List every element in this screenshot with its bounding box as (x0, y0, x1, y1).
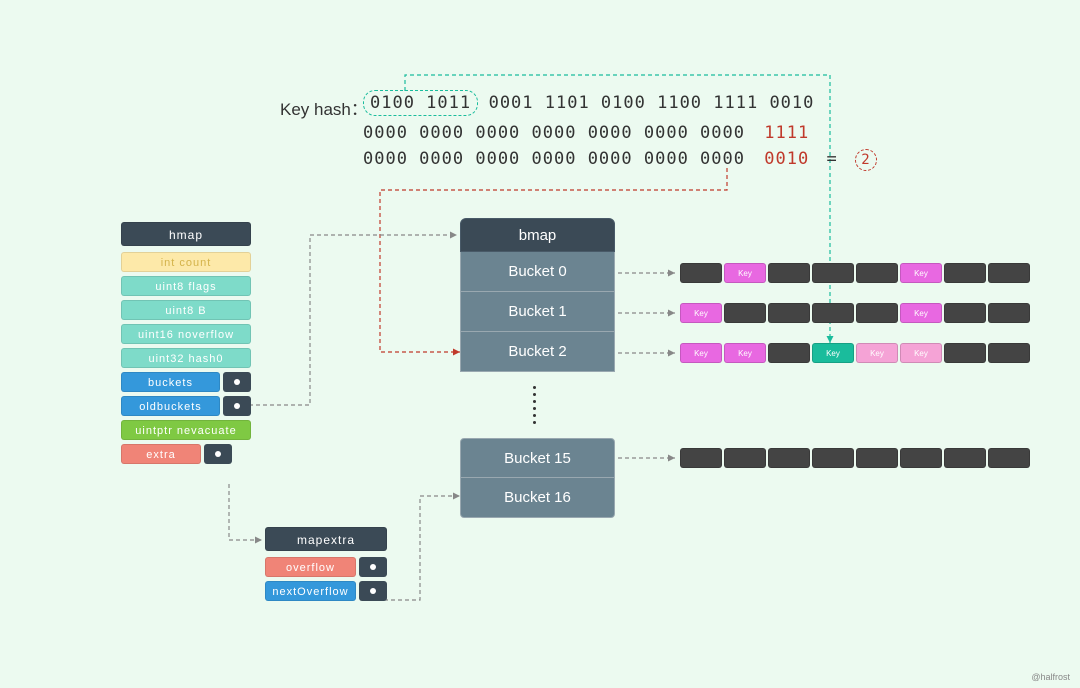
hmap-count: int count (121, 252, 251, 272)
key-cell: Key (724, 263, 766, 283)
hmap-title: hmap (121, 222, 251, 246)
hmap-B: uint8 B (121, 300, 251, 320)
hmap-extra: extra (121, 444, 201, 464)
key-cell: Key (900, 263, 942, 283)
equals-sign: = (826, 149, 837, 169)
mask-red: 1111 (764, 123, 809, 143)
result-prefix: 0000 0000 0000 0000 0000 0000 0000 (363, 149, 745, 169)
hash-line3: 0000 0000 0000 0000 0000 0000 0000 0010 … (363, 149, 877, 171)
extra-pointer (204, 444, 232, 464)
bucket-15: Bucket 15 (460, 438, 615, 478)
oldbuckets-pointer (223, 396, 251, 416)
key-cell (988, 263, 1030, 283)
key-cell (900, 448, 942, 468)
bmap-table-2: Bucket 15 Bucket 16 (460, 438, 615, 518)
bucket-0: Bucket 0 (460, 252, 615, 292)
hash-line1: 0100 1011 0001 1101 0100 1100 1111 0010 (363, 93, 814, 113)
bmap-table: bmap Bucket 0 Bucket 1 Bucket 2 (460, 218, 615, 372)
bmap-title: bmap (460, 218, 615, 252)
result-red: 0010 (764, 149, 809, 169)
mapextra-title: mapextra (265, 527, 387, 551)
bucket-2: Bucket 2 (460, 332, 615, 372)
bucket-16: Bucket 16 (460, 478, 615, 518)
hash-label: Key hash： (280, 95, 368, 120)
watermark: @halfrost (1031, 672, 1070, 682)
key-cell: Key (680, 303, 722, 323)
overflow-pointer (359, 557, 387, 577)
key-cell (768, 263, 810, 283)
key-cell (944, 448, 986, 468)
key-cell (680, 448, 722, 468)
hmap-noverflow: uint16 noverflow (121, 324, 251, 344)
bucket-1: Bucket 1 (460, 292, 615, 332)
key-cell (680, 263, 722, 283)
key-cell (768, 343, 810, 363)
hmap-buckets: buckets (121, 372, 220, 392)
key-cell: Key (812, 343, 854, 363)
key-cell: Key (680, 343, 722, 363)
key-cell (724, 448, 766, 468)
key-cell (988, 343, 1030, 363)
buckets-pointer (223, 372, 251, 392)
mapextra-overflow: overflow (265, 557, 356, 577)
key-cell (988, 448, 1030, 468)
mask-prefix: 0000 0000 0000 0000 0000 0000 0000 (363, 123, 745, 143)
hmap-hash0: uint32 hash0 (121, 348, 251, 368)
tophash-row-1: Key Key (680, 303, 1030, 323)
mapextra-struct: mapextra overflow nextOverflow (265, 527, 387, 601)
key-cell (724, 303, 766, 323)
hash-line2: 0000 0000 0000 0000 0000 0000 0000 1111 (363, 123, 809, 143)
key-cell: Key (900, 303, 942, 323)
key-cell (944, 303, 986, 323)
key-cell: Key (724, 343, 766, 363)
key-cell (944, 263, 986, 283)
vertical-dots (533, 386, 536, 424)
hmap-flags: uint8 flags (121, 276, 251, 296)
key-cell (812, 263, 854, 283)
key-cell (856, 303, 898, 323)
hmap-oldbuckets: oldbuckets (121, 396, 220, 416)
key-cell (944, 343, 986, 363)
hmap-struct: hmap int count uint8 flags uint8 B uint1… (121, 222, 251, 464)
nextoverflow-pointer (359, 581, 387, 601)
key-cell: Key (856, 343, 898, 363)
key-cell (768, 448, 810, 468)
key-cell (812, 448, 854, 468)
key-cell (988, 303, 1030, 323)
tophash-row-0: Key Key (680, 263, 1030, 283)
key-cell (856, 448, 898, 468)
tophash-row-2: KeyKeyKeyKeyKey (680, 343, 1030, 363)
key-cell (856, 263, 898, 283)
key-cell (812, 303, 854, 323)
key-cell (768, 303, 810, 323)
tophash-row-15 (680, 448, 1030, 468)
hash-bits-rest: 0001 1101 0100 1100 1111 0010 (489, 93, 815, 113)
hmap-nevacuate: uintptr nevacuate (121, 420, 251, 440)
key-cell: Key (900, 343, 942, 363)
top-hash-bits: 0100 1011 (363, 90, 478, 116)
bucket-index-result: 2 (855, 149, 877, 171)
mapextra-nextoverflow: nextOverflow (265, 581, 356, 601)
